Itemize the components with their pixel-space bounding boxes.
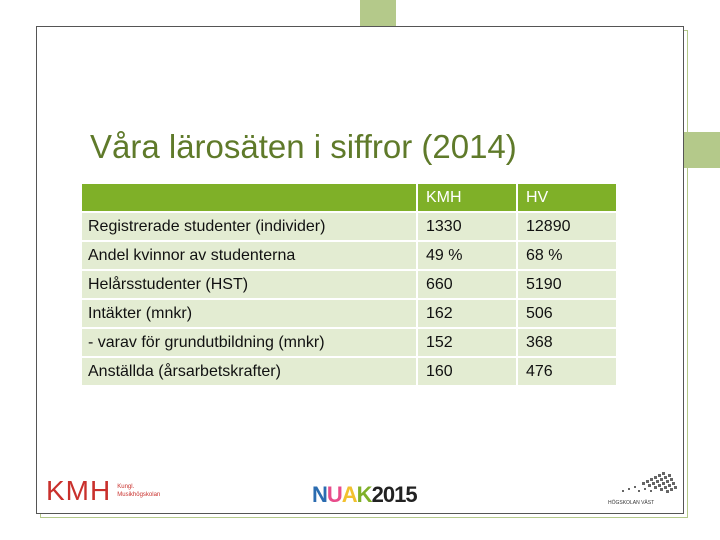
row-hv-value: 68 %: [516, 242, 616, 269]
nuak-logo-letter: 5: [405, 482, 417, 507]
hv-logo: HÖGSKOLAN VÄST: [608, 470, 680, 508]
header-label-cell: [82, 184, 416, 211]
stats-table: KMH HV Registrerade studenter (individer…: [82, 182, 616, 387]
table-row: Anställda (årsarbetskrafter) 160 476: [82, 358, 616, 385]
kmh-logo-subtitle: Kungl. Musikhögskolan: [117, 483, 160, 499]
nuak-logo-letter: N: [312, 482, 328, 507]
row-hv-value: 12890: [516, 213, 616, 240]
table-row: Registrerade studenter (individer) 1330 …: [82, 213, 616, 240]
row-hv-value: 368: [516, 329, 616, 356]
kmh-logo-letters: KMH: [46, 475, 112, 506]
row-kmh-value: 152: [416, 329, 516, 356]
slide-title: Våra lärosäten i siffror (2014): [90, 128, 517, 165]
header-kmh: KMH: [416, 184, 516, 211]
row-kmh-value: 49 %: [416, 242, 516, 269]
row-kmh-value: 162: [416, 300, 516, 327]
nuak-logo: NUAK2015: [312, 482, 418, 507]
row-hv-value: 506: [516, 300, 616, 327]
row-kmh-value: 160: [416, 358, 516, 385]
table-header-row: KMH HV: [82, 184, 616, 211]
nuak-logo-letter: 1: [394, 482, 406, 507]
nuak-logo-letter: K: [356, 482, 373, 507]
slide-frame: [36, 26, 684, 514]
row-label: Andel kvinnor av studenterna: [82, 242, 416, 269]
row-hv-value: 5190: [516, 271, 616, 298]
row-label: - varav för grundutbildning (mnkr): [82, 329, 416, 356]
nuak-logo-letter: 0: [382, 482, 395, 507]
row-kmh-value: 660: [416, 271, 516, 298]
row-hv-value: 476: [516, 358, 616, 385]
kmh-logo-line2: Musikhögskolan: [117, 492, 161, 498]
nuak-logo-letter: U: [326, 482, 343, 507]
table-row: Intäkter (mnkr) 162 506: [82, 300, 616, 327]
header-hv: HV: [516, 184, 616, 211]
table-row: Helårsstudenter (HST) 660 5190: [82, 271, 616, 298]
nuak-logo-letter: 2: [371, 482, 384, 507]
row-kmh-value: 1330: [416, 213, 516, 240]
table-row: Andel kvinnor av studenterna 49 % 68 %: [82, 242, 616, 269]
hv-logo-pattern-icon: [622, 472, 677, 493]
row-label: Intäkter (mnkr): [82, 300, 416, 327]
row-label: Registrerade studenter (individer): [82, 213, 416, 240]
row-label: Anställda (årsarbetskrafter): [82, 358, 416, 385]
row-label: Helårsstudenter (HST): [82, 271, 416, 298]
table-row: - varav för grundutbildning (mnkr) 152 3…: [82, 329, 616, 356]
nuak-logo-letter: A: [341, 482, 358, 507]
hv-logo-text: HÖGSKOLAN VÄST: [608, 500, 655, 506]
kmh-logo: KMH Kungl. Musikhögskolan: [46, 476, 160, 506]
kmh-logo-line1: Kungl.: [117, 484, 135, 490]
